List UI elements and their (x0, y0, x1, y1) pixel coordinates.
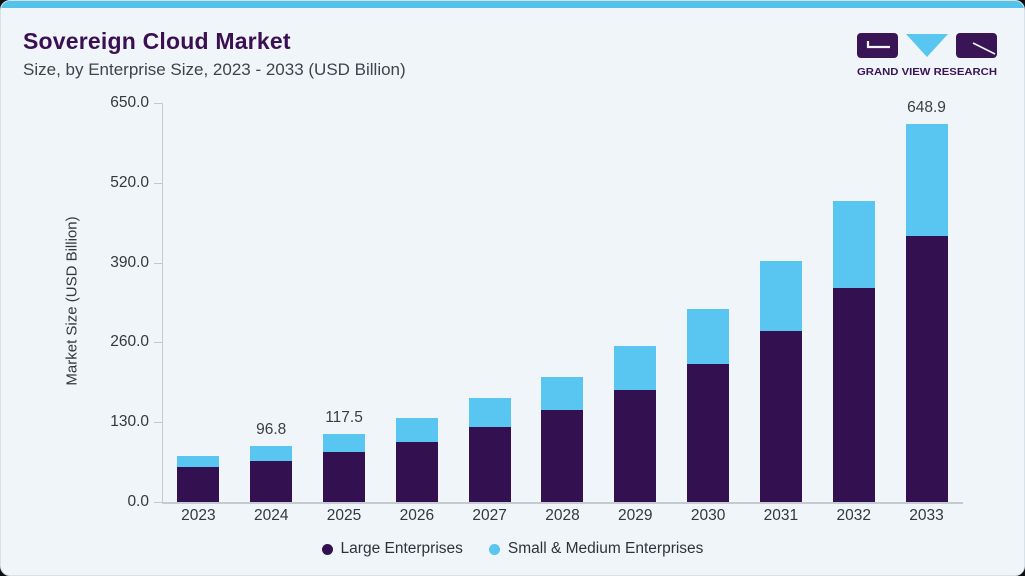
x-tick-label-2029: 2029 (618, 507, 653, 524)
gvr-logo: GRAND VIEW RESEARCH (857, 31, 998, 82)
bar-stack-2030 (687, 309, 730, 502)
bar-segment-large-enterprises (687, 364, 730, 502)
y-tick-label: 390.0 (110, 253, 149, 271)
legend-dot-icon (321, 543, 333, 555)
bar-segment-large-enterprises (468, 427, 511, 502)
y-tick-mark (154, 262, 162, 264)
bar-segment-small-medium-enterprises (323, 433, 366, 452)
x-tick-label-2027: 2027 (472, 507, 507, 524)
bar-stack-2032 (832, 200, 875, 502)
bar-segment-small-medium-enterprises (177, 455, 220, 467)
x-axis-line (162, 502, 963, 504)
bar-segment-small-medium-enterprises (468, 398, 511, 428)
bar-column-2030 (672, 82, 745, 502)
legend-item: Small & Medium Enterprises (488, 540, 704, 558)
bar-column-2032 (817, 82, 890, 502)
y-tick-mark (154, 342, 162, 344)
bar-segment-small-medium-enterprises (832, 200, 875, 289)
bar-segment-large-enterprises (541, 410, 584, 502)
bar-segment-small-medium-enterprises (687, 309, 730, 365)
bar-total-label: 96.8 (256, 420, 287, 438)
bar-segment-small-medium-enterprises (905, 123, 948, 236)
legend-label: Small & Medium Enterprises (507, 540, 704, 557)
bar-total-label: 117.5 (325, 408, 363, 426)
bar-segment-small-medium-enterprises (541, 376, 584, 411)
bar-segment-small-medium-enterprises (614, 346, 657, 390)
bar-stack-2024 (250, 445, 293, 502)
bar-stack-2029 (614, 346, 657, 502)
bar-segment-large-enterprises (395, 441, 438, 502)
bar-segment-large-enterprises (177, 466, 220, 502)
bar-stack-2031 (759, 260, 802, 502)
bar-stack-2025 (323, 433, 366, 502)
bar-segment-large-enterprises (250, 460, 293, 502)
bar-segment-large-enterprises (905, 235, 948, 502)
bar-column-2024: 96.8 (235, 82, 308, 502)
bar-segment-large-enterprises (759, 331, 802, 502)
top-accent-bar (1, 1, 1024, 8)
bar-column-2026 (380, 82, 453, 502)
y-tick-mark (154, 422, 162, 424)
bar-column-2028 (526, 82, 599, 502)
bar-stack-2033 (905, 123, 948, 502)
bar-column-2023 (162, 82, 235, 502)
y-tick-label: 0.0 (127, 493, 149, 510)
bar-segment-small-medium-enterprises (759, 260, 802, 332)
bar-stack-2027 (468, 398, 511, 502)
bar-segment-small-medium-enterprises (395, 418, 438, 442)
x-tick-label-2026: 2026 (399, 507, 435, 524)
y-tick-mark (154, 103, 162, 104)
bar-column-2025: 117.5 (308, 82, 381, 502)
y-tick-mark (154, 182, 162, 184)
page-subtitle: Size, by Enterprise Size, 2023 - 2033 (U… (23, 60, 406, 79)
y-tick-mark (154, 502, 162, 503)
bar-column-2029 (599, 82, 672, 502)
gvr-logo-text: GRAND VIEW RESEARCH (857, 66, 997, 77)
bar-segment-large-enterprises (323, 451, 366, 502)
bar-total-label: 648.9 (907, 98, 946, 116)
bar-column-2033: 648.9 (890, 82, 963, 502)
y-axis-title: Market Size (USD Billion) (63, 216, 81, 386)
y-tick-label: 650.0 (110, 94, 149, 111)
y-axis-line (162, 103, 163, 502)
bar-segment-large-enterprises (832, 288, 875, 502)
x-tick-label-2023: 2023 (181, 507, 216, 524)
y-tick-label: 260.0 (110, 333, 149, 351)
x-tick-label-2032: 2032 (836, 507, 871, 524)
x-tick-label-2024: 2024 (253, 507, 289, 524)
bar-segment-small-medium-enterprises (250, 445, 293, 461)
bar-stack-2028 (541, 376, 584, 502)
bar-segment-large-enterprises (614, 389, 657, 502)
x-tick-label-2025: 2025 (326, 507, 362, 524)
x-tick-label-2030: 2030 (690, 507, 726, 524)
x-tick-label-2033: 2033 (909, 507, 944, 524)
gvr-logo-icon: GRAND VIEW RESEARCH (857, 33, 997, 78)
legend-item: Large Enterprises (321, 540, 463, 558)
plot-area: 96.8 117.5 648.9 (162, 82, 963, 502)
y-tick-label: 520.0 (110, 173, 149, 191)
legend-dot-icon (488, 543, 500, 555)
bar-column-2027 (453, 82, 526, 502)
bar-stack-2026 (395, 418, 438, 502)
bar-column-2031 (745, 82, 818, 502)
x-axis: 2023 2024 2025 2026 2027 2028 2029 2030 2031 2032… (162, 507, 963, 525)
page-title: Sovereign Cloud Market (23, 28, 291, 54)
x-tick-label-2028: 2028 (545, 507, 580, 524)
y-tick-label: 130.0 (110, 413, 149, 431)
legend-label: Large Enterprises (340, 540, 463, 557)
x-tick-label-2031: 2031 (763, 507, 799, 524)
chart-header: Sovereign Cloud Market Size, by Enterpri… (23, 28, 406, 80)
bar-stack-2023 (177, 455, 220, 502)
legend: Large Enterprises Small & Medium Enterpri… (1, 540, 1024, 558)
